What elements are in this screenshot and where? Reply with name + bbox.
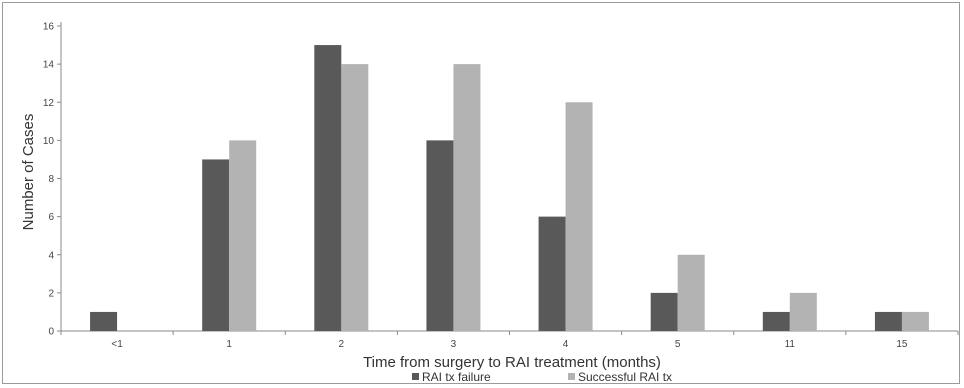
x-tick-label: 2 bbox=[339, 339, 345, 350]
legend-label-successful-rai-tx: Successful RAI tx bbox=[578, 370, 672, 384]
x-tick-label: 5 bbox=[675, 339, 681, 350]
x-tick-label: 1 bbox=[226, 339, 232, 350]
y-tick-label: 14 bbox=[43, 60, 55, 71]
y-tick-label: 6 bbox=[48, 212, 54, 223]
legend-swatch-successful-rai-tx bbox=[568, 373, 575, 380]
bar-successful-rai-tx-2 bbox=[341, 64, 369, 331]
x-tick-label: 3 bbox=[451, 339, 457, 350]
bar-rai-tx-failure-4 bbox=[538, 216, 566, 331]
bar-rai-tx-failure-3 bbox=[426, 140, 454, 331]
y-tick-label: 10 bbox=[43, 136, 55, 147]
bar-rai-tx-failure-0 bbox=[90, 311, 118, 331]
x-axis-title: Time from surgery to RAI treatment (mont… bbox=[363, 354, 661, 371]
bar-rai-tx-failure-5 bbox=[650, 292, 678, 331]
bar-rai-tx-failure-1 bbox=[202, 159, 230, 331]
bar-rai-tx-failure-2 bbox=[314, 45, 342, 331]
legend-label-rai-tx-failure: RAI tx failure bbox=[422, 370, 491, 384]
y-axis-title: Number of Cases bbox=[20, 114, 37, 231]
bars bbox=[90, 45, 929, 331]
x-tick-label: <1 bbox=[111, 339, 123, 350]
bar-successful-rai-tx-1 bbox=[229, 140, 257, 331]
bar-successful-rai-tx-4 bbox=[565, 102, 593, 331]
bar-successful-rai-tx-3 bbox=[453, 64, 481, 331]
y-tick-label: 4 bbox=[48, 250, 54, 261]
x-tick-label: 4 bbox=[563, 339, 569, 350]
legend-swatch-rai-tx-failure bbox=[412, 373, 419, 380]
x-axis-ticks: <1 1 2 3 4 5 11 15 bbox=[60, 331, 959, 350]
y-tick-label: 12 bbox=[43, 98, 55, 109]
bar-successful-rai-tx-5 bbox=[677, 254, 705, 331]
y-axis-ticks: 0 2 4 6 8 10 12 14 16 bbox=[43, 22, 61, 338]
bar-rai-tx-failure-7 bbox=[874, 311, 902, 331]
x-tick-label: 11 bbox=[785, 339, 796, 350]
axes bbox=[60, 22, 958, 332]
y-tick-label: 2 bbox=[48, 288, 54, 299]
y-tick-label: 8 bbox=[48, 174, 54, 185]
legend: RAI tx failure Successful RAI tx bbox=[412, 370, 672, 384]
y-tick-label: 16 bbox=[43, 22, 55, 33]
bar-rai-tx-failure-6 bbox=[762, 311, 790, 331]
y-tick-label: 0 bbox=[48, 327, 54, 338]
bar-successful-rai-tx-6 bbox=[789, 292, 817, 331]
x-tick-label: 15 bbox=[896, 339, 908, 350]
bar-successful-rai-tx-7 bbox=[901, 311, 929, 331]
